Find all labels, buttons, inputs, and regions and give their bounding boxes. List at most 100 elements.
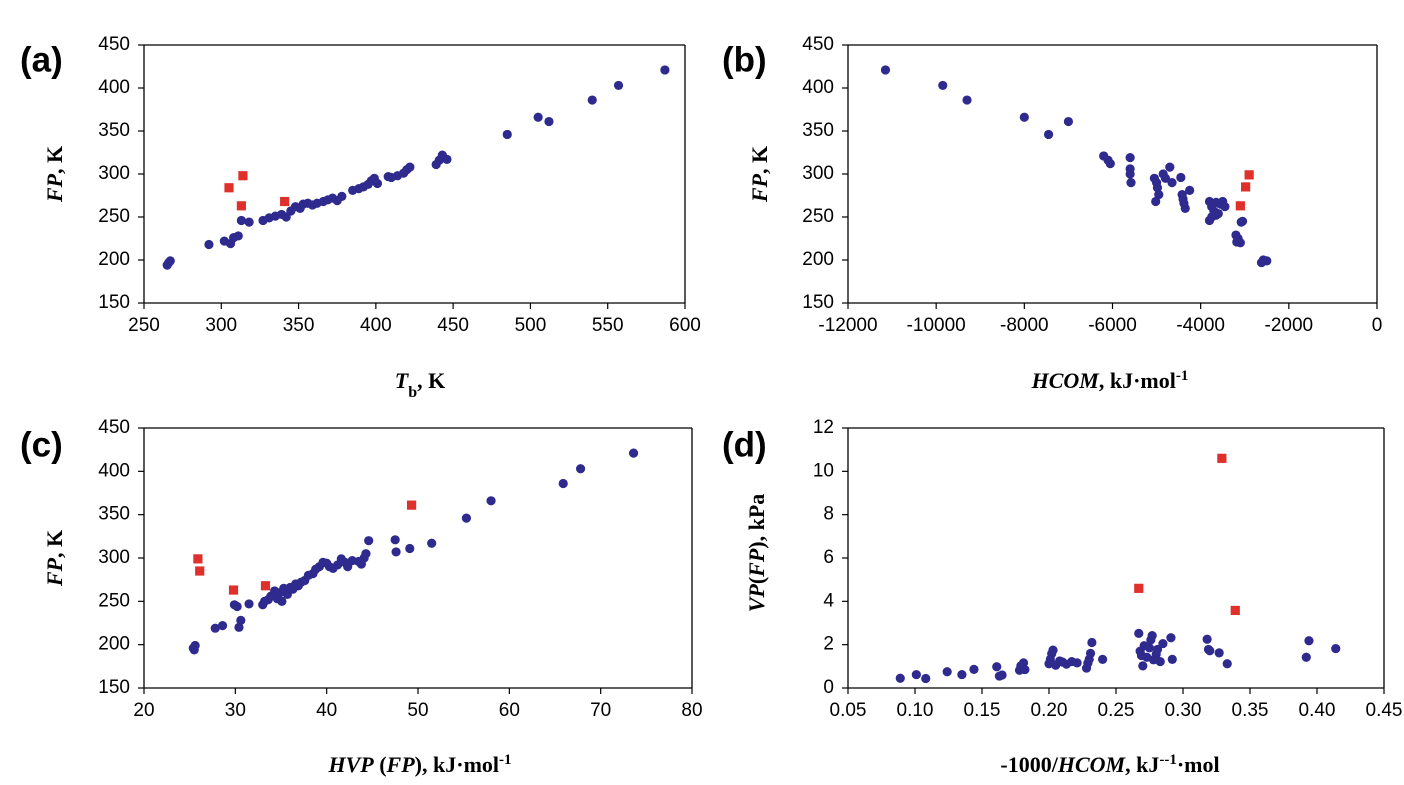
x-tick-label: 0.15 xyxy=(964,700,1001,721)
panel-label: (a) xyxy=(20,40,63,79)
data-point-circle xyxy=(1213,208,1223,219)
data-point-square xyxy=(1244,170,1254,180)
y-tick-label: 450 xyxy=(802,34,834,55)
data-point-circle xyxy=(244,217,254,227)
data-point-circle xyxy=(232,601,242,612)
y-axis-label: FP, K xyxy=(747,146,772,203)
data-point-square xyxy=(1241,182,1251,192)
data-point-circle xyxy=(1125,153,1135,163)
y-tick-label: 10 xyxy=(813,460,834,481)
data-point-square xyxy=(195,566,205,576)
data-point-circle xyxy=(1147,630,1157,641)
y-axis-label: FP, K xyxy=(42,530,67,587)
data-point-square xyxy=(224,183,234,193)
data-point-circle xyxy=(660,65,670,75)
x-tick-label: 550 xyxy=(592,315,624,336)
y-tick-label: 450 xyxy=(98,34,130,55)
data-point-circle xyxy=(1166,633,1176,643)
data-point-circle xyxy=(1165,162,1175,172)
data-point-circle xyxy=(1205,646,1215,656)
data-point-circle xyxy=(1220,202,1230,212)
data-point-circle xyxy=(575,464,586,474)
x-tick-label: 0.05 xyxy=(830,700,867,721)
x-tick-label: 70 xyxy=(590,700,611,721)
data-point-circle xyxy=(372,178,383,189)
data-point-square xyxy=(280,196,290,207)
data-point-circle xyxy=(997,670,1007,680)
data-point-circle xyxy=(461,513,472,523)
data-point-square xyxy=(236,201,246,211)
x-axis-label: HVP (FP), kJ·mol-1 xyxy=(327,752,511,777)
y-tick-label: 12 xyxy=(813,417,834,438)
data-point-square xyxy=(228,585,239,595)
x-tick-label: 0.20 xyxy=(1031,700,1068,721)
data-point-circle xyxy=(236,215,246,226)
data-point-circle xyxy=(1214,648,1224,658)
y-tick-label: 6 xyxy=(823,547,834,568)
y-tick-label: 150 xyxy=(98,677,130,698)
data-point-circle xyxy=(1235,238,1245,248)
data-point-circle xyxy=(921,673,931,684)
x-tick-label: 30 xyxy=(225,700,246,721)
x-tick-label: 0.35 xyxy=(1232,700,1269,721)
data-point-circle xyxy=(502,129,512,140)
data-point-circle xyxy=(911,669,921,680)
data-point-circle xyxy=(486,496,496,506)
data-point-circle xyxy=(1063,116,1074,127)
data-point-circle xyxy=(1105,159,1115,169)
x-tick-label: -4000 xyxy=(1176,315,1225,336)
data-point-circle xyxy=(1167,654,1177,665)
data-point-circle xyxy=(1237,216,1248,226)
x-tick-label: 250 xyxy=(128,315,160,336)
panel-b: (b) 150 200 250 300 350 400 450 -12000 -10000 -800… xyxy=(722,34,1382,393)
data-point-circle xyxy=(405,543,415,554)
data-point-square xyxy=(260,581,271,591)
data-point-circle xyxy=(427,538,437,548)
x-tick-label: 600 xyxy=(669,315,701,336)
data-point-circle xyxy=(1155,656,1165,667)
data-point-circle xyxy=(957,669,967,680)
data-point-circle xyxy=(1138,661,1148,671)
data-point-circle xyxy=(405,162,415,172)
x-tick-label: 0.25 xyxy=(1098,700,1135,721)
data-point-square xyxy=(1217,453,1227,463)
data-point-circle xyxy=(1144,643,1155,653)
data-point-circle xyxy=(1167,178,1177,188)
x-tick-label: 0.45 xyxy=(1366,700,1403,721)
x-tick-label: -12000 xyxy=(818,315,877,336)
data-point-square xyxy=(238,171,248,181)
y-axis-label: VP(FP), kPa xyxy=(744,494,769,613)
data-point-circle xyxy=(962,95,972,105)
data-point-circle xyxy=(1151,196,1161,207)
x-tick-label: 20 xyxy=(133,700,154,721)
data-point-circle xyxy=(1152,644,1163,655)
x-tick-label: 350 xyxy=(283,315,315,336)
y-tick-label: 350 xyxy=(98,504,130,525)
data-point-circle xyxy=(942,667,952,677)
data-point-circle xyxy=(210,623,220,633)
panel-c: (c) 150 200 250 300 350 400 450 20 30 40 50 60 70 80 HV… xyxy=(20,417,703,777)
data-point-circle xyxy=(217,621,228,631)
data-point-circle xyxy=(390,535,400,545)
y-tick-label: 200 xyxy=(802,249,834,270)
data-point-circle xyxy=(613,80,624,91)
data-point-circle xyxy=(1262,256,1272,266)
data-point-circle xyxy=(234,622,244,632)
data-point-circle xyxy=(233,231,243,241)
y-tick-label: 0 xyxy=(823,677,834,698)
data-point-circle xyxy=(1152,183,1163,193)
y-axis-label: FP, K xyxy=(42,146,67,203)
x-tick-label: -2000 xyxy=(1265,315,1314,336)
data-point-square xyxy=(1230,605,1240,616)
panel-d: (d) 0 2 4 6 8 10 12 0.05 0.10 0.15 0.20 0.25 0.30 0.35… xyxy=(722,417,1402,777)
data-point-square xyxy=(1134,583,1144,593)
data-point-circle xyxy=(165,256,175,266)
y-tick-label: 400 xyxy=(802,77,834,98)
data-point-circle xyxy=(1158,638,1168,649)
x-tick-label: 450 xyxy=(437,315,469,336)
data-point-circle xyxy=(533,112,543,122)
data-point-circle xyxy=(1202,634,1212,644)
data-point-circle xyxy=(1331,643,1341,654)
data-point-circle xyxy=(1154,190,1164,200)
y-tick-label: 150 xyxy=(98,292,130,313)
